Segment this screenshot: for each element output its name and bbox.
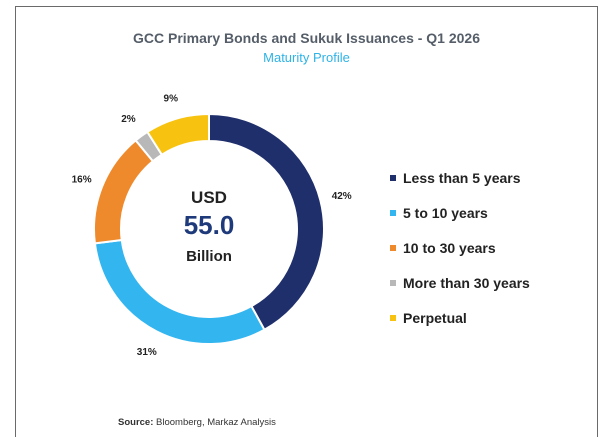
legend-item-perpetual: Perpetual xyxy=(390,300,530,335)
legend-swatch xyxy=(390,174,396,181)
legend-swatch xyxy=(390,314,396,321)
slice-label-less-than-5-years: 42% xyxy=(332,191,352,202)
source-prefix: Source: xyxy=(118,417,154,428)
chart-title: GCC Primary Bonds and Sukuk Issuances - … xyxy=(132,30,481,46)
center-unit: Billion xyxy=(186,248,232,265)
legend-item-less-than-5-years: Less than 5 years xyxy=(390,160,530,195)
legend-item-10-to-30-years: 10 to 30 years xyxy=(390,230,530,265)
slice-label-5-to-10-years: 31% xyxy=(137,347,157,358)
chart-legend: Less than 5 years 5 to 10 years 10 to 30 y… xyxy=(390,160,530,335)
chart-subtitle: Maturity Profile xyxy=(263,50,350,65)
source-text: Bloomberg, Markaz Analysis xyxy=(156,417,276,428)
legend-swatch xyxy=(390,244,396,251)
legend-label: 5 to 10 years xyxy=(403,204,488,221)
legend-item-more-than-30-years: More than 30 years xyxy=(390,265,530,300)
legend-label: Less than 5 years xyxy=(403,169,521,186)
legend-swatch xyxy=(390,279,396,286)
legend-label: Perpetual xyxy=(403,309,467,326)
slice-label-more-than-30-years: 2% xyxy=(121,114,136,125)
legend-label: 10 to 30 years xyxy=(403,239,496,256)
center-total-value: 55.0 xyxy=(183,210,235,240)
legend-label: More than 30 years xyxy=(403,274,530,291)
donut-slice-perpetual xyxy=(145,112,210,157)
center-currency: USD xyxy=(191,188,227,207)
legend-item-5-to-10-years: 5 to 10 years xyxy=(390,195,530,230)
slice-label-perpetual: 9% xyxy=(164,93,179,104)
slice-label-10-to-30-years: 16% xyxy=(72,175,92,186)
source-note: Source: Bloomberg, Markaz Analysis xyxy=(118,417,276,428)
legend-swatch xyxy=(390,209,396,216)
